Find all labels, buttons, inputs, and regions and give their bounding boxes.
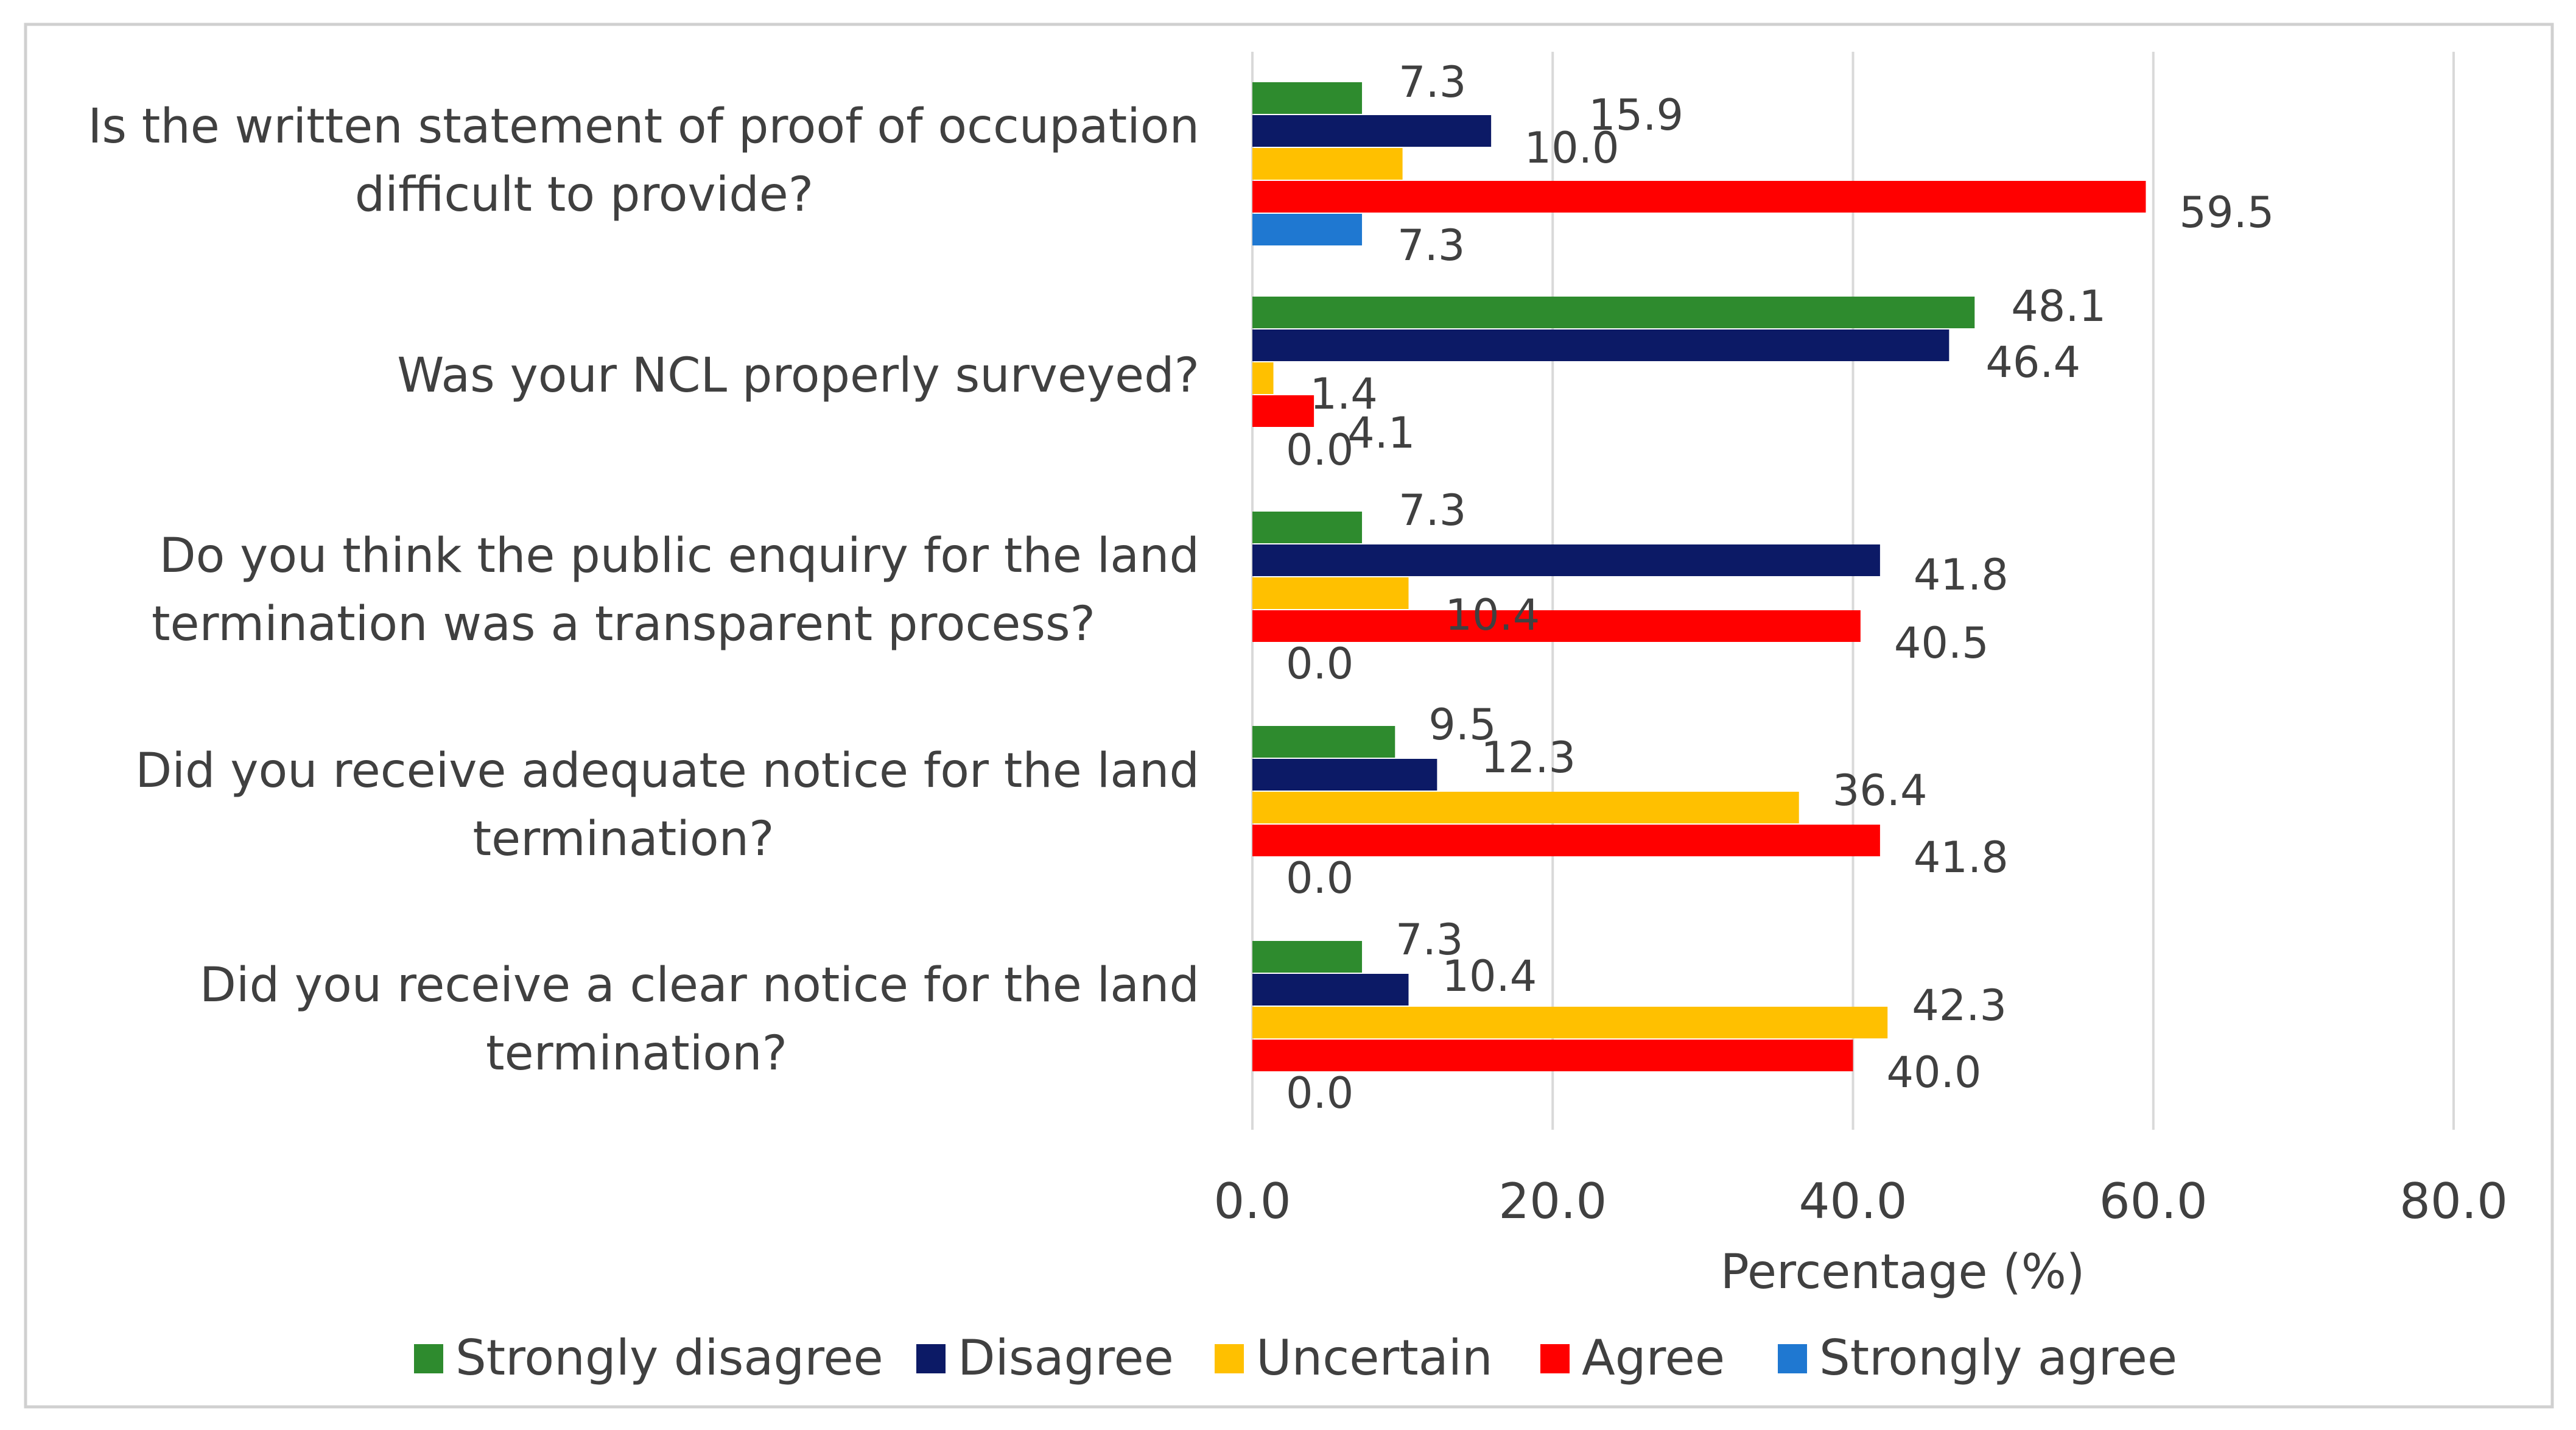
bar-disagree <box>1252 974 1409 1006</box>
bar-strongly-disagree <box>1252 941 1363 973</box>
data-label: 7.3 <box>1399 57 1466 107</box>
data-label: 40.0 <box>1887 1048 1982 1097</box>
data-label: 42.3 <box>1912 981 2007 1030</box>
category-label: Do you think the public enquiry for the … <box>160 529 1199 583</box>
bar-agree <box>1252 825 1880 856</box>
legend-swatch <box>1215 1344 1244 1373</box>
legend-swatch <box>414 1344 443 1373</box>
data-label: 10.4 <box>1445 590 1540 640</box>
data-label: 0.0 <box>1286 853 1353 903</box>
legend-label: Strongly disagree <box>455 1330 883 1386</box>
bar-disagree <box>1252 544 1880 576</box>
data-label: 41.8 <box>1914 550 2009 600</box>
bar-agree <box>1252 181 2146 213</box>
x-tick-label: 20.0 <box>1498 1173 1607 1230</box>
x-axis-title: Percentage (%) <box>1721 1245 2085 1300</box>
bar-strongly-disagree <box>1252 512 1363 543</box>
category-label: termination? <box>473 812 774 867</box>
legend-label: Strongly agree <box>1819 1330 2177 1386</box>
category-label: termination was a transparent process? <box>152 597 1095 652</box>
data-label: 0.0 <box>1286 1068 1353 1118</box>
bar-uncertain <box>1252 148 1403 180</box>
legend-swatch <box>916 1344 946 1373</box>
bar-strongly-disagree <box>1252 82 1363 114</box>
chart-frame <box>24 23 2554 1409</box>
x-axis-ticks: 0.0 20.0 40.0 60.0 80.0 <box>1213 1173 2508 1230</box>
data-label: 9.5 <box>1428 700 1496 750</box>
data-label: 1.4 <box>1310 369 1378 419</box>
data-label: 40.5 <box>1894 618 1989 668</box>
data-label: 12.3 <box>1481 733 1576 783</box>
category-label: termination? <box>486 1026 787 1081</box>
data-label: 7.3 <box>1397 220 1465 270</box>
x-tick-label: 60.0 <box>2099 1173 2208 1230</box>
legend-label: Disagree <box>958 1330 1174 1386</box>
bar-agree <box>1252 1040 1853 1071</box>
x-tick-label: 0.0 <box>1213 1173 1291 1230</box>
bar-strongly-disagree <box>1252 726 1395 758</box>
bar-uncertain <box>1252 792 1799 823</box>
bar-uncertain <box>1252 362 1274 394</box>
data-label: 7.3 <box>1395 915 1463 965</box>
bar-disagree <box>1252 115 1492 147</box>
category-label: difficult to provide? <box>355 167 813 222</box>
data-label: 41.8 <box>1914 833 2009 882</box>
data-label: 0.0 <box>1286 425 1353 475</box>
category-label: Is the written statement of proof of occ… <box>88 99 1199 154</box>
data-label: 4.1 <box>1347 408 1415 458</box>
legend-swatch <box>1778 1344 1807 1373</box>
bar-agree <box>1252 395 1314 427</box>
category-label: Was your NCL properly surveyed? <box>397 348 1199 403</box>
bars <box>1252 82 2146 1071</box>
category-label: Did you receive adequate notice for the … <box>135 744 1199 798</box>
bar-disagree <box>1252 329 1950 361</box>
bar-uncertain <box>1252 1007 1888 1038</box>
legend-label: Agree <box>1582 1330 1725 1386</box>
legend-swatch <box>1540 1344 1570 1373</box>
category-labels: Is the written statement of proof of occ… <box>88 99 1199 1081</box>
bar-agree <box>1252 610 1861 642</box>
bar-strongly-agree <box>1252 214 1363 245</box>
data-label: 0.0 <box>1286 639 1353 689</box>
x-tick-label: 80.0 <box>2399 1173 2508 1230</box>
data-label: 7.3 <box>1399 485 1466 535</box>
data-labels: 7.3 48.1 7.3 9.5 7.3 15.9 46.4 41.8 12.3 10.4 10.0… <box>1286 57 2274 1118</box>
data-label: 36.4 <box>1833 766 1928 815</box>
legend: Strongly disagree Disagree Uncertain Agree S… <box>414 1330 2177 1386</box>
data-label: 10.4 <box>1442 951 1537 1001</box>
data-label: 15.9 <box>1588 90 1683 140</box>
x-tick-label: 40.0 <box>1799 1173 1907 1230</box>
legend-label: Uncertain <box>1256 1330 1493 1386</box>
data-label: 48.1 <box>2011 281 2106 331</box>
bar-strongly-disagree <box>1252 297 1975 328</box>
bar-uncertain <box>1252 577 1409 609</box>
data-label: 10.0 <box>1525 123 1620 173</box>
data-label: 59.5 <box>2179 188 2274 238</box>
bar-disagree <box>1252 759 1437 791</box>
category-label: Did you receive a clear notice for the l… <box>200 958 1199 1013</box>
data-label: 46.4 <box>1985 337 2080 387</box>
